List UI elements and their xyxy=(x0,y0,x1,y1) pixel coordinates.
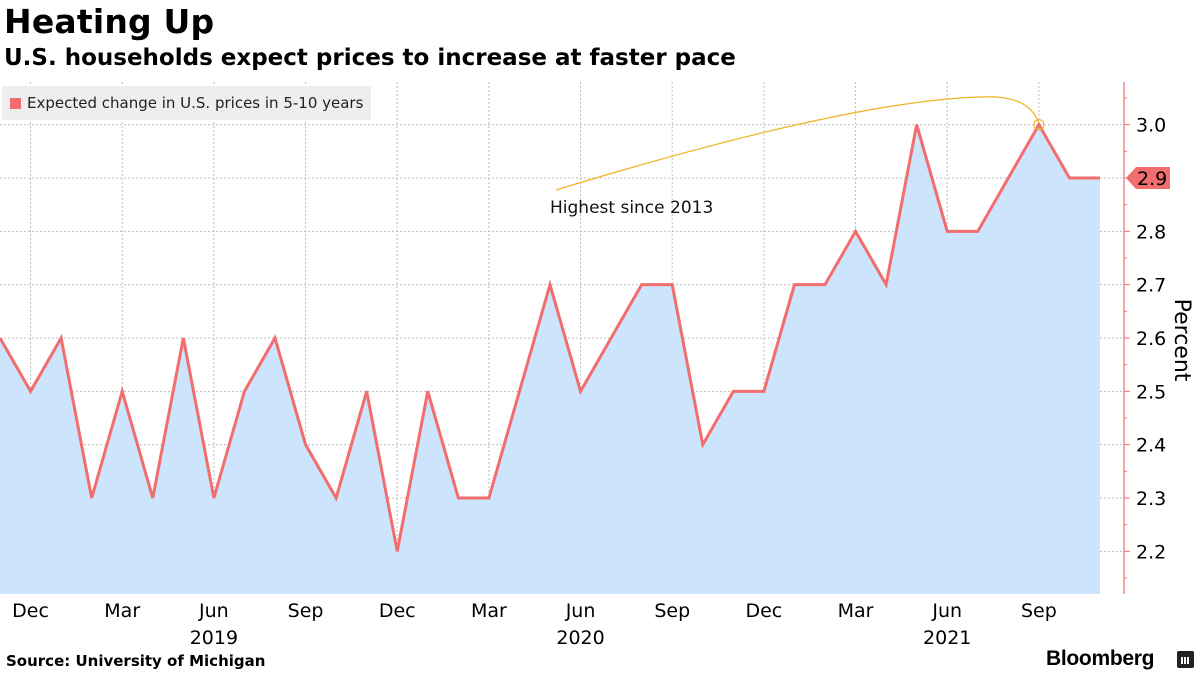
x-tick-label: Jun xyxy=(565,600,596,622)
last-value-tag: 2.9 xyxy=(1126,167,1170,190)
last-value-label: 2.9 xyxy=(1137,168,1167,190)
x-tick-label: Jun xyxy=(931,600,962,622)
chart-subtitle: U.S. households expect prices to increas… xyxy=(4,45,736,71)
x-tick-label: Mar xyxy=(838,600,874,622)
y-tick-label: 2.8 xyxy=(1136,221,1166,243)
source-note: Source: University of Michigan xyxy=(6,652,266,670)
annotation-curve xyxy=(555,96,1040,191)
x-year-label: 2020 xyxy=(556,627,604,649)
last-value-tag-shape xyxy=(1126,167,1170,189)
y-tick-label: 2.4 xyxy=(1136,435,1166,457)
x-tick-label: Dec xyxy=(379,600,416,622)
y-tick-label: 2.7 xyxy=(1136,275,1166,297)
y-tick-label: 2.5 xyxy=(1136,381,1166,403)
y-tick-label: 2.2 xyxy=(1136,541,1166,563)
annotation-label: Highest since 2013 xyxy=(550,198,713,218)
x-tick-label: Mar xyxy=(471,600,507,622)
legend-swatch xyxy=(10,97,21,109)
legend: Expected change in U.S. prices in 5-10 y… xyxy=(2,86,372,120)
x-tick-label: Sep xyxy=(288,600,324,622)
y-tick-label: 2.6 xyxy=(1136,328,1166,350)
chart-title: Heating Up xyxy=(4,2,215,41)
x-tick-label: Dec xyxy=(745,600,782,622)
x-tick-label: Dec xyxy=(12,600,49,622)
series-line xyxy=(0,121,1100,552)
tick-labels: 2.2 2.3 2.4 2.5 2.6 2.7 2.8 2.9 3.0 Dec Mar Jun 2019… xyxy=(12,115,1166,649)
x-tick-label: Jun xyxy=(198,600,229,622)
axes xyxy=(1123,82,1130,594)
x-tick-label: Sep xyxy=(1021,600,1057,622)
area-fill xyxy=(0,124,1100,595)
x-tick-label: Mar xyxy=(104,600,140,622)
x-year-label: 2021 xyxy=(923,627,971,649)
x-tick-label: Sep xyxy=(654,600,690,622)
x-year-label: 2019 xyxy=(190,627,238,649)
y-tick-label: 2.3 xyxy=(1136,488,1166,510)
legend-label: Expected change in U.S. prices in 5-10 y… xyxy=(27,94,364,112)
annotation-marker xyxy=(1033,119,1045,131)
y-axis-label: Percent xyxy=(1169,299,1194,382)
brand-logo: Bloomberg xyxy=(1046,647,1155,670)
y-tick-label: 3.0 xyxy=(1136,115,1166,137)
bloomberg-terminal-icon xyxy=(1177,651,1194,668)
